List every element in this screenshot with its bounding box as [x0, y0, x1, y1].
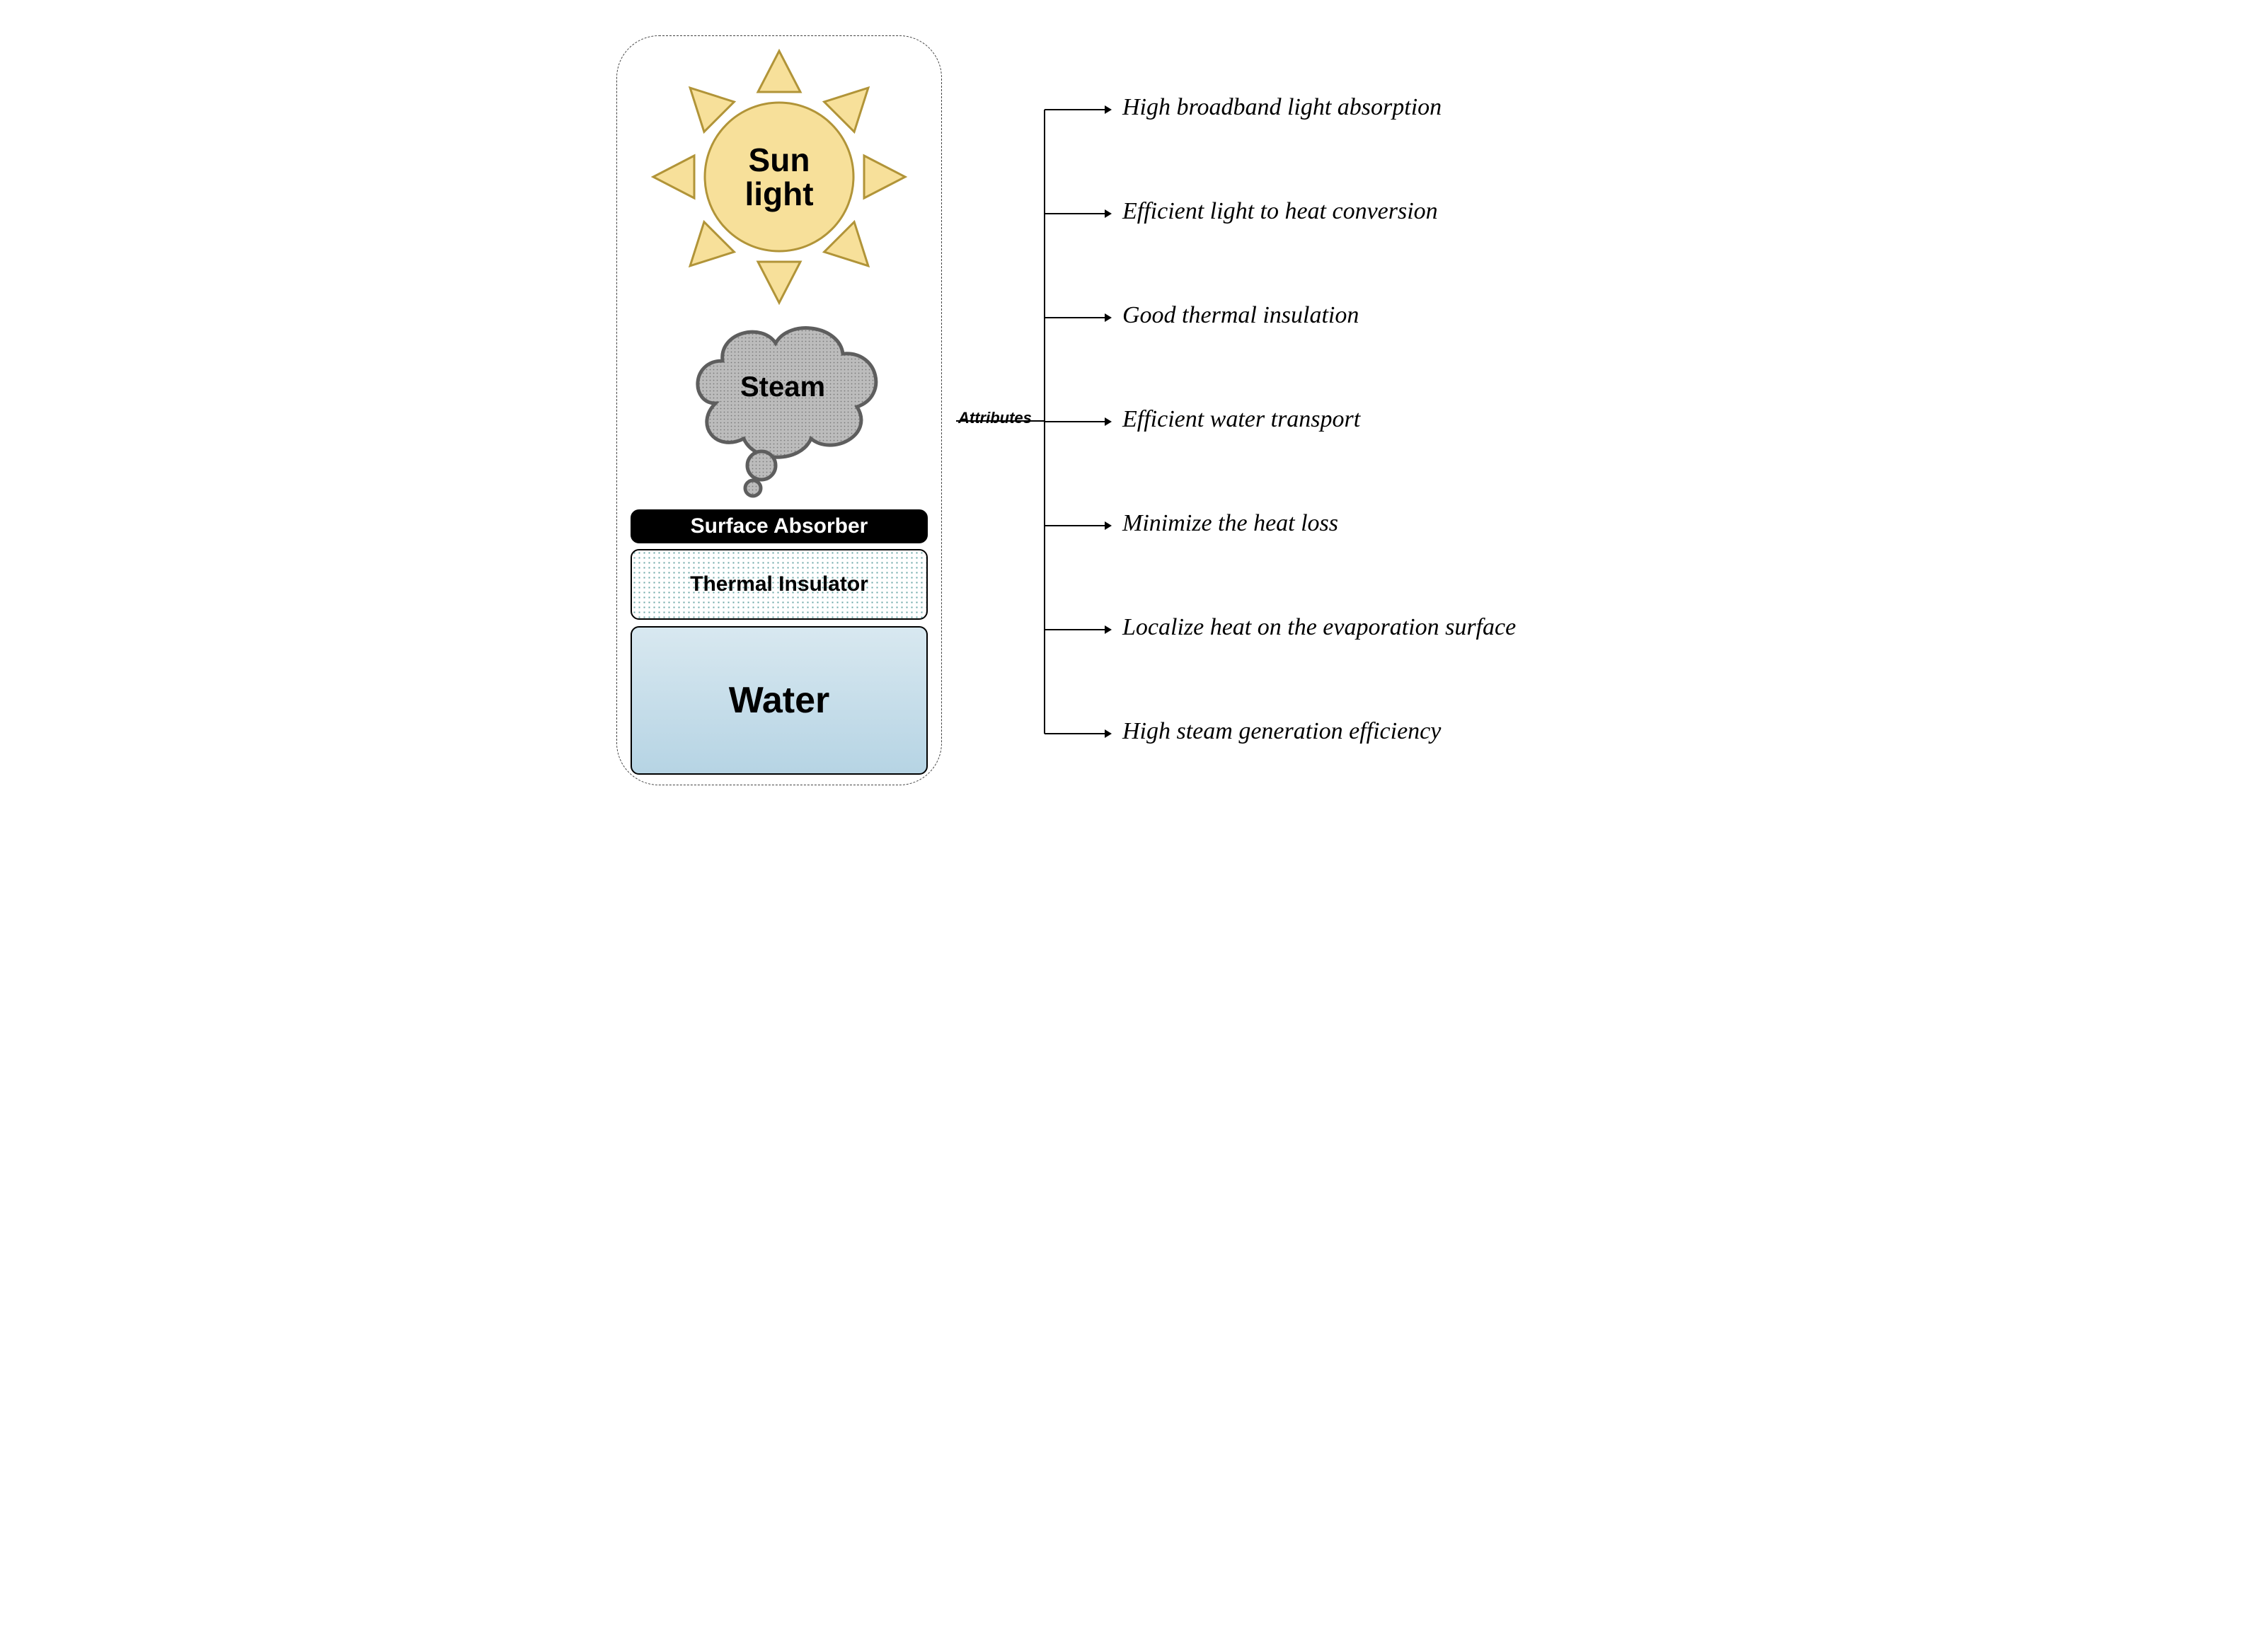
attribute-item: Minimize the heat loss: [1122, 510, 1338, 537]
attribute-item: Efficient light to heat conversion: [1122, 198, 1438, 225]
attribute-item: Efficient water transport: [1122, 406, 1360, 433]
attribute-item: High steam generation efficiency: [1122, 718, 1441, 745]
attributes-heading: Attributes: [958, 409, 1032, 427]
attribute-item: Localize heat on the evaporation surface: [1122, 614, 1516, 641]
diagram-canvas: Sun light Steam Surface Absor: [602, 28, 1664, 807]
attribute-item: Good thermal insulation: [1122, 302, 1359, 329]
attribute-item: High broadband light absorption: [1122, 94, 1442, 121]
